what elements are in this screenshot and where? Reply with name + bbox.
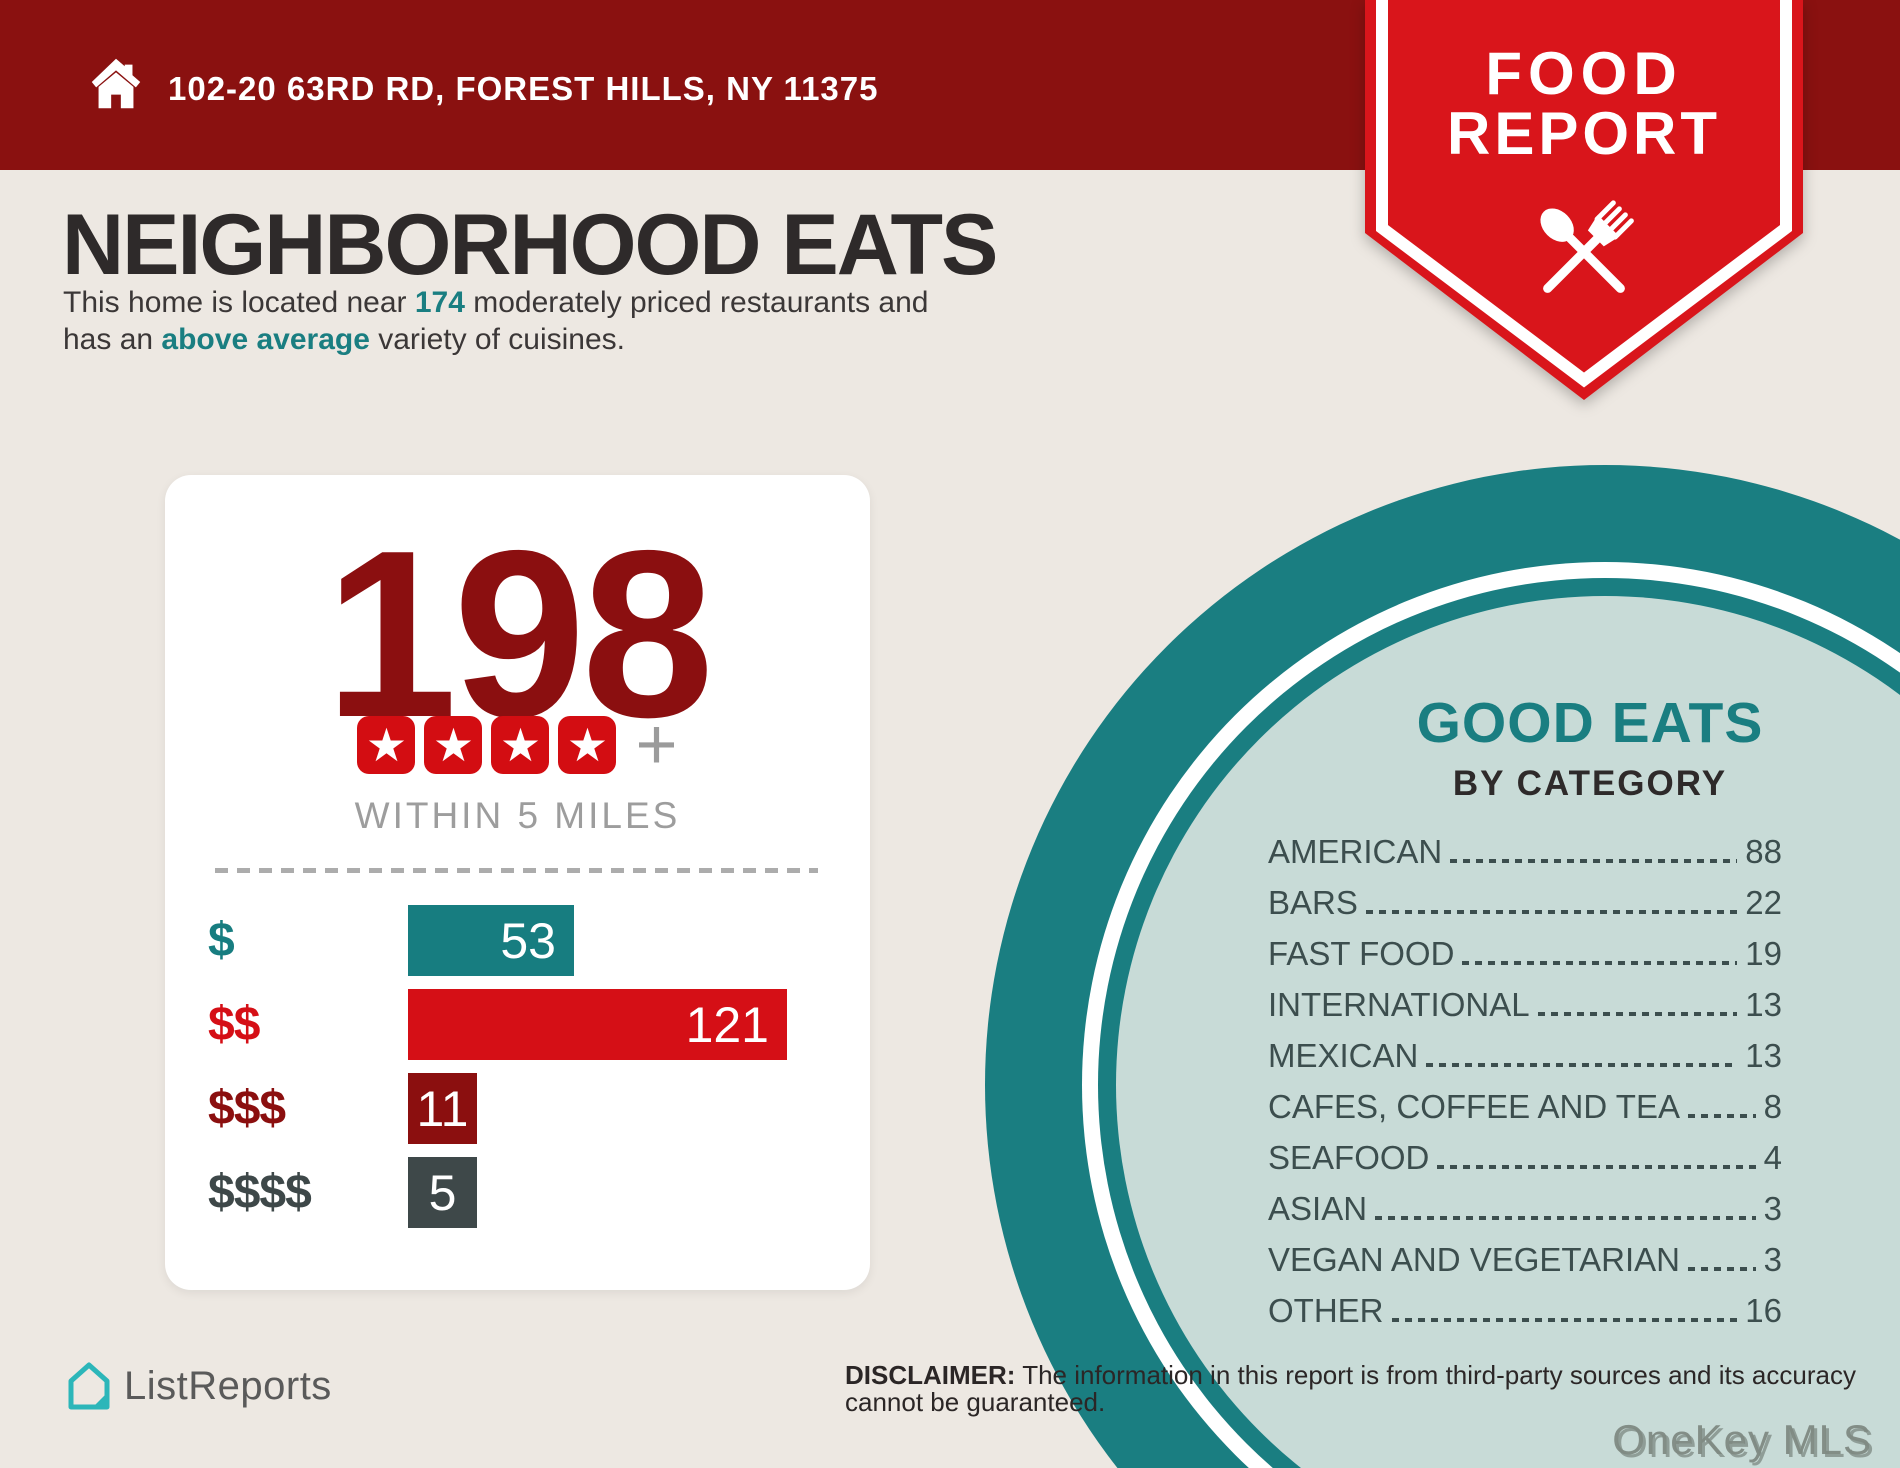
page-title: NEIGHBORHOOD EATS — [62, 197, 998, 293]
category-value: 22 — [1745, 883, 1782, 921]
category-value: 16 — [1745, 1291, 1782, 1329]
category-row: MEXICAN 13 — [1268, 1030, 1782, 1081]
category-value: 3 — [1763, 1189, 1782, 1227]
category-label: ASIAN — [1268, 1189, 1368, 1227]
badge-line1: FOOD — [1485, 40, 1683, 107]
price-tier-bar: 53 — [408, 905, 574, 976]
plus-sign: + — [635, 705, 678, 785]
star-icon: ★ — [424, 716, 483, 774]
star-rating: ★ ★ ★ ★ + — [165, 705, 870, 785]
dotted-leader — [1537, 1012, 1738, 1016]
listreports-logo: ListReports — [66, 1360, 332, 1412]
category-row: BARS 22 — [1268, 877, 1782, 928]
category-label: AMERICAN — [1268, 832, 1443, 870]
price-tier-bar: 121 — [408, 989, 787, 1060]
badge-text: FOOD REPORT — [1365, 44, 1803, 164]
category-row: SEAFOOD 4 — [1268, 1132, 1782, 1183]
price-tier-row: $$$$ 5 — [165, 1157, 870, 1228]
category-label: OTHER — [1268, 1291, 1384, 1329]
category-value: 3 — [1763, 1240, 1782, 1278]
category-value: 88 — [1745, 832, 1782, 870]
radius-label: WITHIN 5 MILES — [354, 795, 681, 836]
category-value: 8 — [1763, 1087, 1782, 1125]
star-icon: ★ — [558, 716, 617, 774]
price-tier-label: $$ — [208, 998, 260, 1051]
dotted-leader — [1687, 1114, 1756, 1118]
price-tier-label: $$$$ — [208, 1166, 312, 1219]
category-row: ASIAN 3 — [1268, 1183, 1782, 1234]
category-label: MEXICAN — [1268, 1036, 1419, 1074]
dotted-leader — [1365, 910, 1738, 914]
disclaimer-text: DISCLAIMER: The information in this repo… — [845, 1360, 1856, 1417]
category-row: OTHER 16 — [1268, 1285, 1782, 1336]
good-eats-title: GOOD EATS — [1416, 691, 1764, 755]
category-value: 19 — [1745, 934, 1782, 972]
dotted-leader — [1450, 859, 1738, 863]
price-tier-row: $$$ 11 — [165, 1073, 870, 1144]
price-tier-label: $$$ — [208, 1082, 286, 1135]
price-tier-value: 121 — [685, 996, 769, 1053]
good-eats-subtitle: BY CATEGORY — [1452, 764, 1728, 803]
category-value: 13 — [1745, 1036, 1782, 1074]
badge-line2: REPORT — [1446, 100, 1722, 167]
home-icon — [91, 58, 141, 109]
total-restaurant-count: 198 — [324, 502, 714, 767]
category-label: INTERNATIONAL — [1268, 985, 1530, 1023]
variety-highlight: above average — [161, 323, 370, 356]
property-address: 102-20 63RD RD, FOREST HILLS, NY 11375 — [168, 70, 879, 107]
price-tier-bar: 11 — [408, 1073, 477, 1144]
category-label: SEAFOOD — [1268, 1138, 1430, 1176]
price-tier-value: 11 — [416, 1080, 469, 1137]
price-tier-value: 53 — [500, 912, 556, 969]
dotted-leader — [1462, 961, 1738, 965]
good-eats-heading: GOOD EATS BY CATEGORY — [1330, 690, 1850, 804]
star-icon: ★ — [491, 716, 550, 774]
intro-line1: This home is located near 174 moderately… — [63, 286, 929, 319]
price-tier-label: $ — [208, 914, 235, 967]
good-eats-category-list: AMERICAN 88 BARS 22 FAST FOOD 19 INTERNATIONAL… — [1268, 826, 1782, 1336]
badge-shape — [1365, 0, 1803, 400]
listreports-house-icon — [68, 1362, 110, 1410]
category-label: VEGAN AND VEGETARIAN — [1268, 1240, 1680, 1278]
category-label: BARS — [1268, 883, 1358, 921]
onekey-mls-watermark: OneKey MLS — [1612, 1416, 1872, 1463]
category-row: CAFES, COFFEE AND TEA 8 — [1268, 1081, 1782, 1132]
category-label: CAFES, COFFEE AND TEA — [1268, 1087, 1680, 1125]
summary-card: 198 ★ ★ ★ ★ + WITHIN 5 MILES $53 $$ 121 $$$ 11 $$… — [165, 475, 870, 1290]
food-report-badge: FOOD REPORT — [1365, 0, 1803, 400]
disclaimer-label: DISCLAIMER: — [845, 1360, 1016, 1390]
category-row: AMERICAN 88 — [1268, 826, 1782, 877]
category-row: VEGAN AND VEGETARIAN 3 — [1268, 1234, 1782, 1285]
price-tier-bar-chart: $53 $$ 121 $$$ 11 $$$$ 5 — [165, 905, 870, 1241]
price-tier-row: $$ 121 — [165, 989, 870, 1060]
price-tier-row: $53 — [165, 905, 870, 976]
category-value: 13 — [1745, 985, 1782, 1023]
dotted-leader — [1426, 1063, 1738, 1067]
listreports-wordmark: ListReports — [124, 1363, 332, 1408]
category-row: FAST FOOD 19 — [1268, 928, 1782, 979]
intro-line2: has an above average variety of cuisines… — [63, 323, 625, 356]
dotted-leader — [1437, 1165, 1756, 1169]
category-label: FAST FOOD — [1268, 934, 1455, 972]
restaurant-count: 174 — [414, 286, 465, 319]
category-row: INTERNATIONAL 13 — [1268, 979, 1782, 1030]
star-icon: ★ — [357, 716, 416, 774]
dotted-leader — [1687, 1267, 1756, 1271]
category-value: 4 — [1763, 1138, 1782, 1176]
price-tier-value: 5 — [428, 1164, 457, 1221]
price-tier-bar: 5 — [408, 1157, 477, 1228]
intro-text: This home is located near 174 moderately… — [63, 284, 929, 358]
dotted-leader — [1375, 1216, 1756, 1220]
dotted-leader — [1391, 1318, 1738, 1322]
dashed-divider — [215, 868, 818, 873]
crossed-spoon-fork-icon — [1540, 200, 1634, 293]
